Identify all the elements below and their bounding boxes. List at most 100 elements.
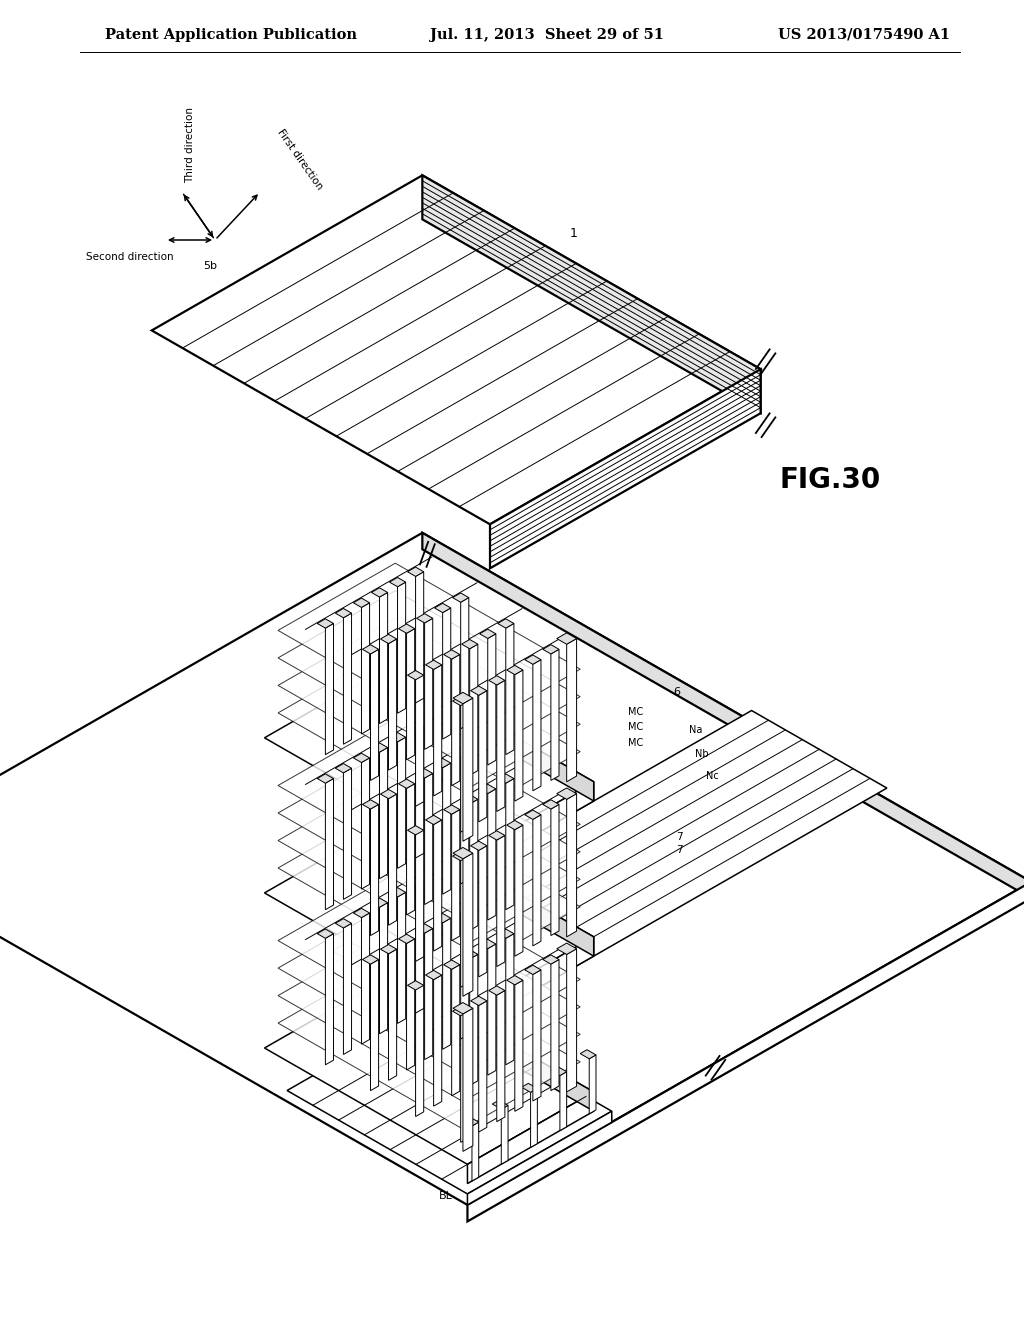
Polygon shape: [497, 680, 505, 812]
Text: 2a: 2a: [421, 1121, 433, 1131]
Polygon shape: [279, 564, 581, 737]
Polygon shape: [152, 176, 761, 524]
Polygon shape: [408, 722, 424, 731]
Polygon shape: [362, 644, 379, 653]
Polygon shape: [397, 892, 406, 1023]
Text: Nb: Nb: [695, 750, 709, 759]
Polygon shape: [479, 630, 496, 639]
Text: 7: 7: [486, 1175, 494, 1184]
Polygon shape: [353, 908, 370, 917]
Polygon shape: [453, 903, 469, 912]
Polygon shape: [452, 655, 460, 785]
Polygon shape: [551, 649, 559, 780]
Polygon shape: [507, 975, 523, 985]
Polygon shape: [426, 816, 441, 825]
Polygon shape: [463, 853, 473, 997]
Polygon shape: [362, 954, 379, 964]
Polygon shape: [453, 851, 469, 861]
Text: SL: SL: [408, 694, 420, 704]
Polygon shape: [279, 590, 581, 764]
Text: FIG.30: FIG.30: [780, 466, 882, 494]
Polygon shape: [416, 572, 424, 704]
Text: Patent Application Publication: Patent Application Publication: [105, 28, 357, 42]
Polygon shape: [462, 949, 478, 960]
Polygon shape: [443, 960, 460, 969]
Polygon shape: [560, 1072, 566, 1131]
Text: Fin2: Fin2: [483, 678, 501, 688]
Polygon shape: [453, 692, 473, 704]
Polygon shape: [442, 763, 451, 894]
Polygon shape: [506, 933, 514, 1065]
Text: 4a: 4a: [478, 1035, 490, 1045]
Polygon shape: [532, 814, 541, 946]
Polygon shape: [391, 975, 594, 1111]
Polygon shape: [453, 847, 473, 859]
Polygon shape: [371, 804, 379, 936]
Polygon shape: [389, 733, 406, 742]
Polygon shape: [380, 903, 388, 1034]
Polygon shape: [279, 618, 581, 792]
Polygon shape: [463, 698, 473, 841]
Polygon shape: [479, 784, 496, 793]
Polygon shape: [453, 748, 469, 758]
Text: 7: 7: [677, 845, 683, 855]
Polygon shape: [487, 944, 496, 1076]
Polygon shape: [389, 577, 406, 587]
Polygon shape: [462, 639, 478, 649]
Polygon shape: [287, 1007, 611, 1193]
Polygon shape: [452, 809, 460, 941]
Polygon shape: [434, 759, 451, 768]
Polygon shape: [279, 774, 581, 946]
Polygon shape: [524, 965, 541, 974]
Text: 2c: 2c: [332, 1069, 343, 1080]
Text: WL: WL: [467, 977, 482, 987]
Polygon shape: [471, 686, 486, 696]
Text: 7: 7: [464, 1188, 471, 1197]
Polygon shape: [490, 370, 761, 569]
Polygon shape: [461, 752, 469, 884]
Text: Fin0: Fin0: [461, 1023, 478, 1032]
Polygon shape: [391, 665, 594, 801]
Polygon shape: [461, 857, 469, 987]
Text: US 2013/0175490 A1: US 2013/0175490 A1: [778, 28, 950, 42]
Polygon shape: [398, 779, 415, 788]
Text: BL: BL: [439, 1192, 453, 1201]
Polygon shape: [361, 758, 370, 890]
Polygon shape: [433, 975, 441, 1106]
Polygon shape: [442, 919, 451, 1049]
Text: AGT: AGT: [216, 305, 238, 315]
Polygon shape: [397, 582, 406, 713]
Polygon shape: [532, 970, 541, 1101]
Text: MC: MC: [628, 722, 643, 733]
Polygon shape: [498, 929, 514, 939]
Polygon shape: [371, 649, 379, 780]
Polygon shape: [471, 997, 486, 1006]
Polygon shape: [422, 533, 1024, 899]
Polygon shape: [515, 671, 523, 801]
Polygon shape: [461, 598, 469, 729]
Polygon shape: [343, 612, 351, 744]
Text: AGT: AGT: [430, 702, 450, 713]
Polygon shape: [425, 774, 433, 904]
Polygon shape: [425, 928, 433, 1060]
Polygon shape: [353, 754, 370, 763]
Polygon shape: [470, 644, 478, 775]
Polygon shape: [589, 1055, 596, 1114]
Polygon shape: [462, 795, 478, 804]
Text: Fin0: Fin0: [447, 704, 465, 713]
Text: 2b: 2b: [376, 1096, 388, 1105]
Polygon shape: [422, 176, 761, 413]
Text: 7: 7: [677, 832, 683, 842]
Text: MC: MC: [628, 738, 643, 747]
Polygon shape: [335, 609, 351, 618]
Polygon shape: [372, 587, 388, 597]
Polygon shape: [398, 935, 415, 944]
Polygon shape: [467, 1111, 611, 1205]
Polygon shape: [543, 800, 559, 809]
Polygon shape: [398, 624, 415, 634]
Polygon shape: [317, 929, 334, 939]
Text: AGT: AGT: [462, 1001, 481, 1010]
Polygon shape: [362, 800, 379, 809]
Polygon shape: [551, 804, 559, 936]
Polygon shape: [425, 618, 433, 750]
